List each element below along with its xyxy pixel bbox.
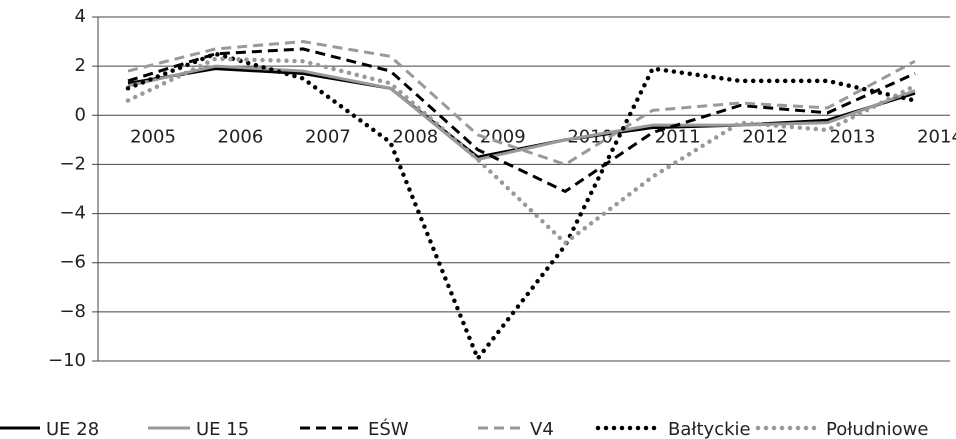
x-tick-label: 2007 [305,126,351,147]
x-tick-label: 2009 [480,126,526,147]
legend-label: UE 28 [46,419,99,439]
series-line [125,51,918,364]
x-tick-label: 2014 [917,126,956,147]
series-line [127,47,916,194]
legend-label: EŚW [368,418,409,439]
legend-label: Południowe [826,419,928,439]
series-line [127,64,916,162]
x-tick-label: 2005 [130,126,176,147]
x-tick-label: 2012 [742,126,788,147]
y-tick-label: −4 [59,203,86,224]
x-tick-label: 2006 [218,126,264,147]
series-line [125,56,918,247]
y-tick-label: −6 [59,252,86,273]
y-tick-label: −2 [59,153,86,174]
y-tick-label: 4 [75,6,86,27]
y-tick-label: −8 [59,301,86,322]
x-tick-label: 2008 [392,126,438,147]
x-tick-label: 2011 [655,126,701,147]
legend-label: V4 [530,419,554,439]
series-line [127,40,916,167]
x-tick-label: 2013 [830,126,876,147]
y-tick-label: 0 [75,104,86,125]
legend-label: Bałtyckie [668,419,751,439]
y-tick-label: 2 [75,55,86,76]
legend-label: UE 15 [196,419,249,439]
y-tick-label: −10 [48,350,86,371]
